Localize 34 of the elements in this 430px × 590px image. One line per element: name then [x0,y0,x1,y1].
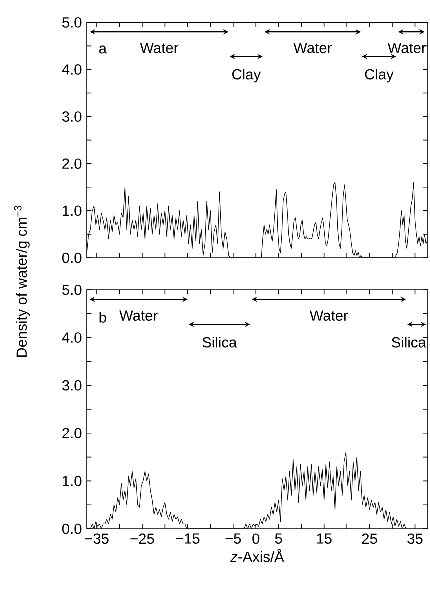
y-tick-label: 2.0 [62,158,82,170]
y-tick-label: 5.0 [62,17,82,28]
y-tick-label: 4.0 [62,64,82,75]
annotation: Water [294,43,332,54]
x-tick-label: −5 [226,534,242,544]
x-tick-label: 25 [362,534,378,544]
y-tick-label: 1.0 [63,476,82,486]
x-tick-label: −25 [130,534,154,544]
y-tick-label: 2.0 [62,428,82,439]
x-tick-label: 5 [275,534,282,544]
annotation: Clay [365,68,394,83]
annotation: Water [310,310,348,321]
annotation: Silica [392,337,426,348]
y-tick-label: 4.0 [62,332,82,343]
x-tick-label: −35 [85,534,109,544]
y-tick-label: 3.0 [62,380,82,391]
x-tick-label: 0 [252,534,260,544]
y-tick-label: 1.0 [63,206,82,216]
x-axis-title: z-Axis/Å [230,549,284,562]
y-axis-title: Density of water/g cm$^{−3}$ [14,206,30,358]
x-tick-label: −15 [176,534,200,544]
annotation: Water [140,43,178,54]
annotation: Clay [232,68,262,83]
x-tick-label: 15 [317,534,332,544]
y-tick-label: 3.0 [62,112,82,122]
y-tick-label: 0.0 [62,524,82,534]
x-tick-label: 35 [408,534,423,544]
y-tick-label: 5.0 [62,284,82,296]
annotation: a [99,46,107,54]
annotation: Silica [202,337,238,348]
annotation: b [100,312,106,323]
annotation: Water [120,310,158,321]
y-tick-label: 0.0 [62,252,82,264]
annotation: Water [388,43,426,54]
